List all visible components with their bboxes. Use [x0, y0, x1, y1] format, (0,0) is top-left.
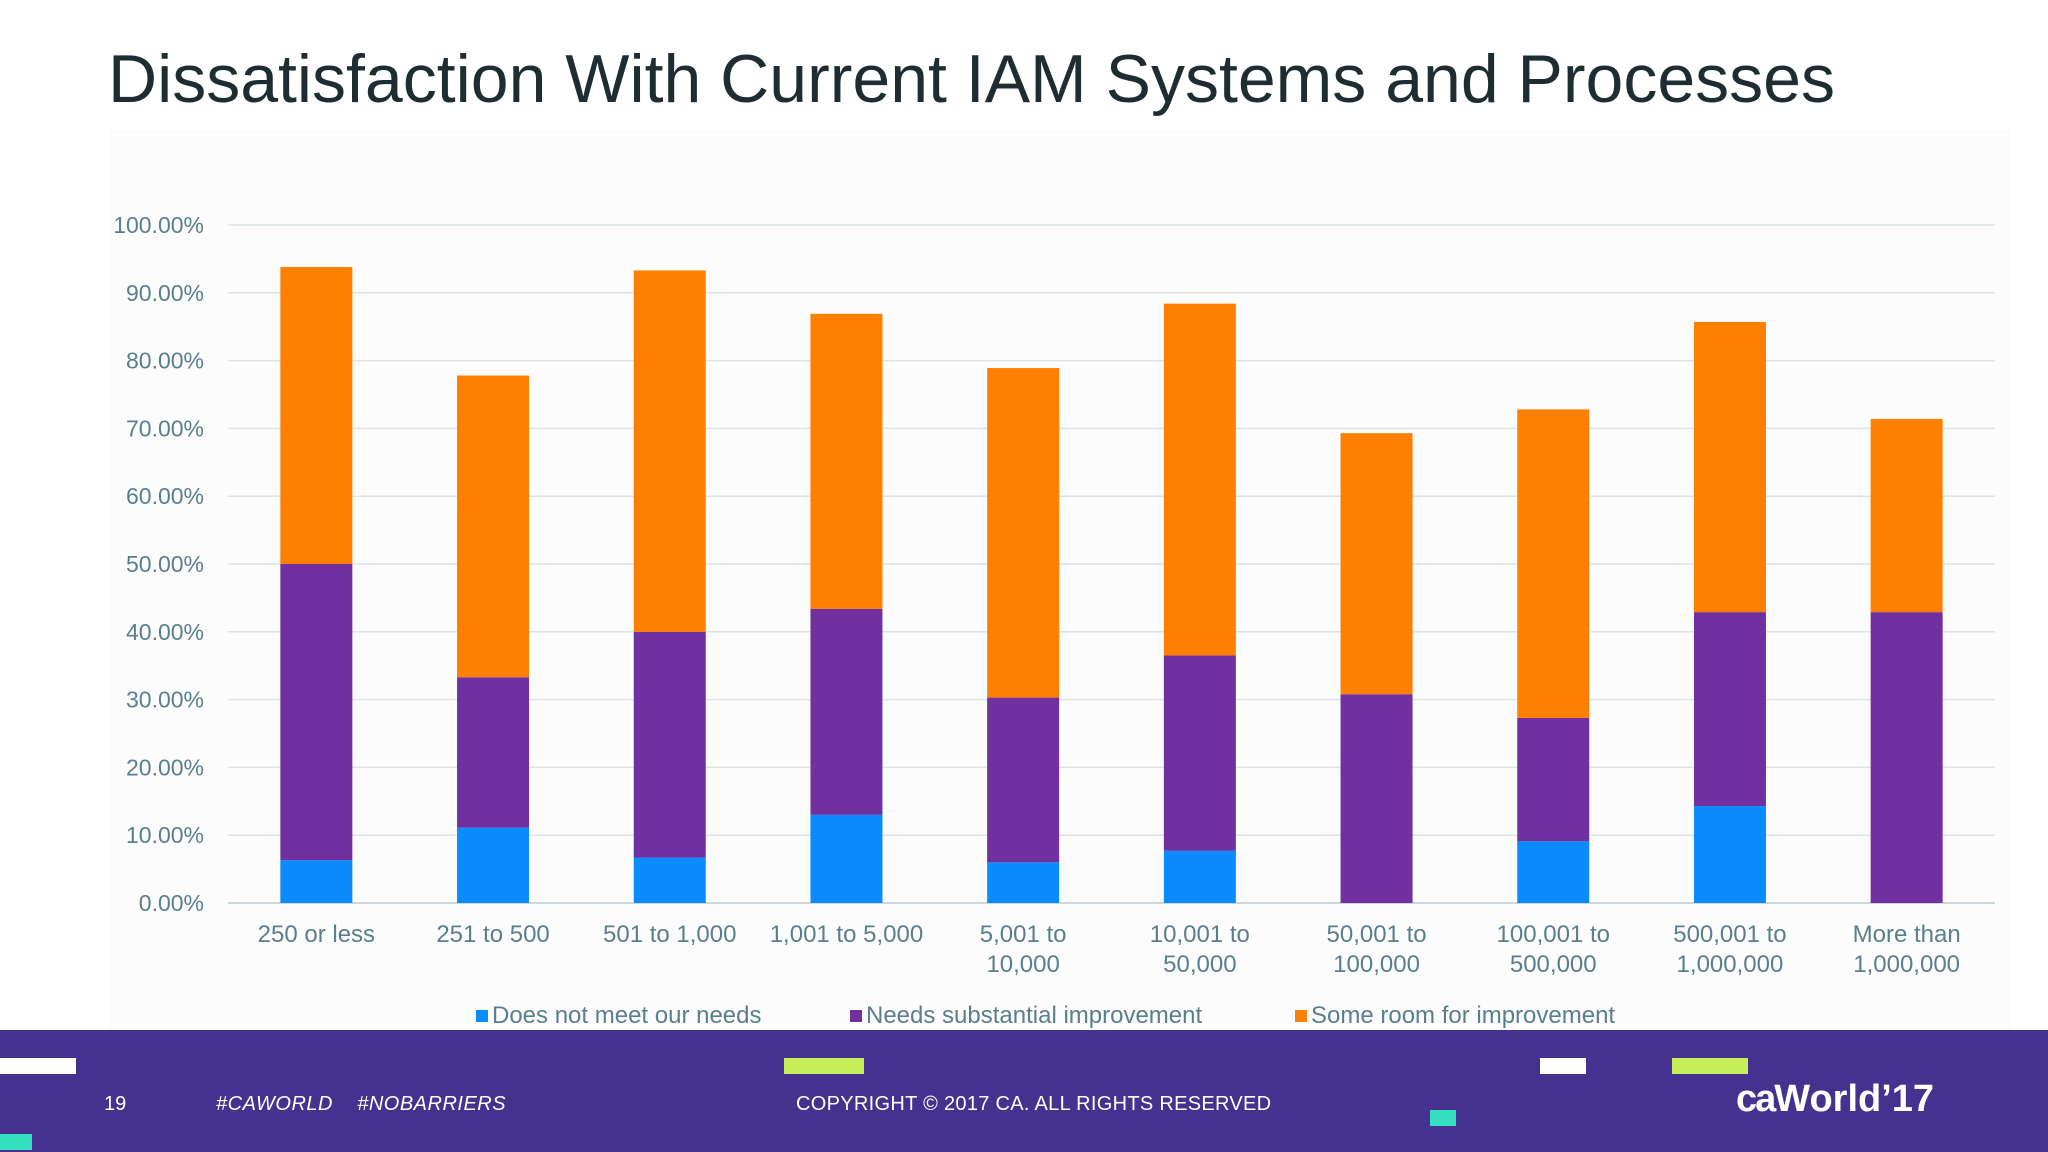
- y-tick-label: 20.00%: [126, 754, 204, 780]
- y-tick-label: 40.00%: [126, 619, 204, 645]
- bar-segment-some-room: [1163, 303, 1236, 656]
- footer-accent-lime-right: [1672, 1058, 1748, 1074]
- x-tick-label: 50,001 to: [1327, 921, 1427, 948]
- bar-segment-does-not-meet: [987, 862, 1060, 903]
- y-tick-label: 50.00%: [126, 551, 204, 577]
- y-tick-label: 70.00%: [126, 415, 204, 441]
- y-tick-label: 90.00%: [126, 280, 204, 306]
- y-tick-label: 0.00%: [139, 890, 204, 916]
- copyright-text: COPYRIGHT © 2017 CA. ALL RIGHTS RESERVED: [796, 1093, 1272, 1115]
- bar-segment-needs-substantial: [987, 697, 1060, 863]
- bar-segment-some-room: [280, 267, 353, 564]
- footer-accent-teal-left: [0, 1134, 32, 1150]
- bar-segment-some-room: [1870, 418, 1943, 613]
- slide-title: Dissatisfaction With Current IAM Systems…: [108, 41, 1835, 117]
- logo-ca: ca: [1736, 1078, 1776, 1120]
- legend-swatch: [1295, 1010, 1307, 1022]
- x-tick-label: 100,001 to: [1497, 921, 1610, 948]
- x-tick-label: 1,001 to 5,000: [770, 921, 923, 948]
- y-tick-label: 10.00%: [126, 822, 204, 848]
- bar-segment-does-not-meet: [633, 857, 706, 903]
- bar-segment-needs-substantial: [457, 677, 530, 828]
- x-tick-label: 500,001 to: [1673, 921, 1786, 948]
- bar-segment-does-not-meet: [1163, 850, 1236, 903]
- y-tick-label: 100.00%: [113, 212, 204, 238]
- x-tick-label: 250 or less: [258, 921, 375, 948]
- bar-segment-does-not-meet: [280, 860, 353, 903]
- footer-accent-lime-center: [784, 1058, 864, 1074]
- logo-year: ’17: [1881, 1078, 1935, 1120]
- x-tick-label: 500,000: [1510, 951, 1597, 978]
- legend-label: Does not meet our needs: [492, 1002, 762, 1029]
- x-tick-label: 1,000,000: [1677, 951, 1784, 978]
- bar-segment-some-room: [457, 375, 530, 678]
- footer-accent-white-left: [0, 1058, 76, 1074]
- x-tick-label: 100,000: [1333, 951, 1420, 978]
- bar-segment-needs-substantial: [280, 564, 353, 861]
- bar-segment-needs-substantial: [810, 608, 883, 815]
- bar-segment-some-room: [987, 368, 1060, 698]
- stacked-bar-chart: 0.00% 10.00% 20.00% 30.00% 40.00% 50.00% 60.00…: [113, 212, 1995, 1029]
- bar-segment-some-room: [1340, 433, 1413, 695]
- logo-world: World: [1774, 1078, 1882, 1120]
- x-tick-label: 5,001 to: [980, 921, 1067, 948]
- x-tick-label: 251 to 500: [436, 921, 549, 948]
- bar-segment-needs-substantial: [633, 631, 706, 858]
- footer-accent-white-right: [1540, 1058, 1586, 1074]
- x-tick-label: 1,000,000: [1853, 951, 1960, 978]
- footer-bar: 19 #CAWORLD #NOBARRIERS COPYRIGHT © 2017…: [0, 1030, 2048, 1152]
- page-number: 19: [104, 1093, 127, 1115]
- chart-area: 0.00% 10.00% 20.00% 30.00% 40.00% 50.00% 60.00…: [110, 130, 2010, 1030]
- x-tick-label: 50,000: [1163, 951, 1236, 978]
- legend-label: Needs substantial improvement: [866, 1002, 1202, 1029]
- x-tick-label: More than: [1853, 921, 1961, 948]
- bar-segment-does-not-meet: [810, 814, 883, 903]
- legend-label: Some room for improvement: [1311, 1002, 1615, 1029]
- ca-world-logo: caWorld’17: [1736, 1078, 1934, 1121]
- bar-segment-needs-substantial: [1870, 612, 1943, 903]
- bar-segment-does-not-meet: [1517, 841, 1590, 903]
- bar-segment-some-room: [1693, 321, 1766, 613]
- bar-segment-some-room: [1517, 409, 1590, 718]
- bar-segment-needs-substantial: [1340, 694, 1413, 903]
- footer-accent-teal-center: [1430, 1110, 1456, 1126]
- bar-segment-does-not-meet: [1693, 806, 1766, 903]
- y-tick-label: 30.00%: [126, 687, 204, 713]
- hashtags: #CAWORLD #NOBARRIERS: [216, 1093, 507, 1115]
- bar-segment-some-room: [810, 313, 883, 609]
- y-tick-label: 60.00%: [126, 483, 204, 509]
- y-tick-label: 80.00%: [126, 348, 204, 374]
- legend-swatch: [850, 1010, 862, 1022]
- x-tick-label: 501 to 1,000: [603, 921, 736, 948]
- x-tick-label: 10,001 to: [1150, 921, 1250, 948]
- bar-segment-needs-substantial: [1163, 655, 1236, 851]
- bar-segment-does-not-meet: [457, 827, 530, 903]
- bar-segment-needs-substantial: [1693, 612, 1766, 807]
- legend-swatch: [476, 1010, 488, 1022]
- x-tick-label: 10,000: [986, 951, 1059, 978]
- bar-segment-needs-substantial: [1517, 717, 1590, 842]
- bar-segment-some-room: [633, 270, 706, 632]
